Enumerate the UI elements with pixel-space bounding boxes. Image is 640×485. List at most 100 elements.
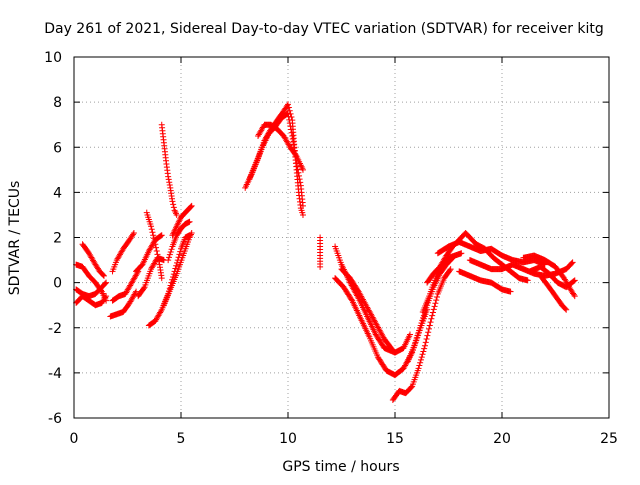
data-point (430, 306, 437, 313)
data-point (133, 288, 140, 295)
data-point (100, 272, 107, 279)
data-point (153, 244, 160, 251)
series-arc-b1 (107, 288, 140, 320)
data-point (102, 280, 109, 287)
data-point (432, 300, 439, 307)
y-tick-label: 10 (44, 50, 62, 66)
data-point (415, 365, 422, 372)
data-point (429, 312, 436, 319)
data-point (286, 116, 293, 123)
data-point (408, 384, 415, 391)
data-point (415, 330, 422, 337)
data-point (294, 166, 301, 173)
data-point (295, 169, 302, 176)
data-point (172, 208, 179, 215)
data-point (132, 290, 139, 297)
data-point (570, 278, 577, 285)
series-arc-j4 (473, 241, 531, 284)
data-point (285, 113, 292, 120)
data-point (569, 259, 576, 266)
data-point (296, 176, 303, 183)
data-point (157, 232, 164, 239)
series-arc-a2 (73, 279, 110, 300)
data-point (187, 203, 194, 210)
data-point (288, 129, 295, 136)
data-point (563, 306, 570, 313)
data-point (157, 308, 164, 315)
data-point (507, 288, 514, 295)
data-point (186, 218, 193, 225)
data-point (173, 211, 180, 218)
data-point (420, 348, 427, 355)
series-arc-a4 (79, 241, 107, 279)
axis-layer: 0 5 10 15 20 25 -6 -4 -2 0 2 4 6 8 10 (44, 50, 618, 447)
x-tick-label: 5 (177, 431, 186, 447)
series-arc-e1 (158, 121, 180, 218)
data-point (428, 315, 435, 322)
data-point (423, 336, 430, 343)
data-point (286, 120, 293, 127)
data-point (153, 248, 160, 255)
data-point (417, 356, 424, 363)
data-point (287, 123, 294, 130)
data-point (431, 303, 438, 310)
data-point (284, 110, 291, 117)
data-point (562, 305, 569, 312)
data-point (433, 294, 440, 301)
data-point (433, 297, 440, 304)
data-point (446, 267, 453, 274)
data-point (299, 211, 306, 218)
data-point (140, 285, 147, 292)
data-point (103, 279, 110, 286)
data-point (170, 204, 177, 211)
series-arc-d3 (165, 218, 193, 264)
series-arc-k3 (526, 263, 578, 291)
x-tick-label: 25 (600, 431, 618, 447)
series-arc-b2 (109, 268, 142, 304)
series-arc-f2 (246, 110, 306, 209)
chart-title: Day 261 of 2021, Sidereal Day-to-day VTE… (44, 21, 604, 37)
data-point (130, 229, 137, 236)
x-tick-label: 0 (70, 431, 79, 447)
data-point (285, 110, 291, 117)
data-point (418, 354, 425, 361)
data-point (421, 342, 428, 349)
data-point (169, 198, 176, 205)
data-point (173, 210, 180, 217)
data-point (418, 319, 425, 326)
data-point (299, 166, 306, 173)
data-point (417, 359, 424, 366)
series-arc-b3 (109, 229, 137, 275)
data-point (151, 238, 158, 245)
data-point (389, 347, 396, 354)
data-point (158, 275, 165, 282)
data-point (155, 254, 162, 261)
data-point (417, 322, 424, 329)
data-point (154, 251, 161, 258)
data-point (429, 309, 436, 316)
data-point (317, 263, 324, 270)
data-point (458, 250, 465, 257)
data-point (150, 232, 157, 239)
data-point (166, 179, 173, 186)
data-point (103, 297, 110, 304)
x-axis-label: GPS time / hours (282, 459, 399, 475)
marks-layer (73, 101, 578, 403)
x-tick-label: 10 (279, 431, 297, 447)
series-arc-h2 (332, 275, 431, 379)
data-point (416, 327, 423, 334)
data-point (447, 266, 454, 273)
data-point (100, 271, 107, 278)
data-point (177, 248, 184, 255)
data-point (420, 314, 427, 321)
data-point (148, 223, 155, 230)
data-point (421, 345, 428, 352)
y-tick-label: -4 (48, 366, 62, 382)
data-point (150, 235, 157, 242)
y-tick-label: 2 (53, 231, 62, 247)
data-point (152, 241, 159, 248)
data-point (570, 291, 577, 298)
series-arc-k2 (537, 272, 570, 313)
